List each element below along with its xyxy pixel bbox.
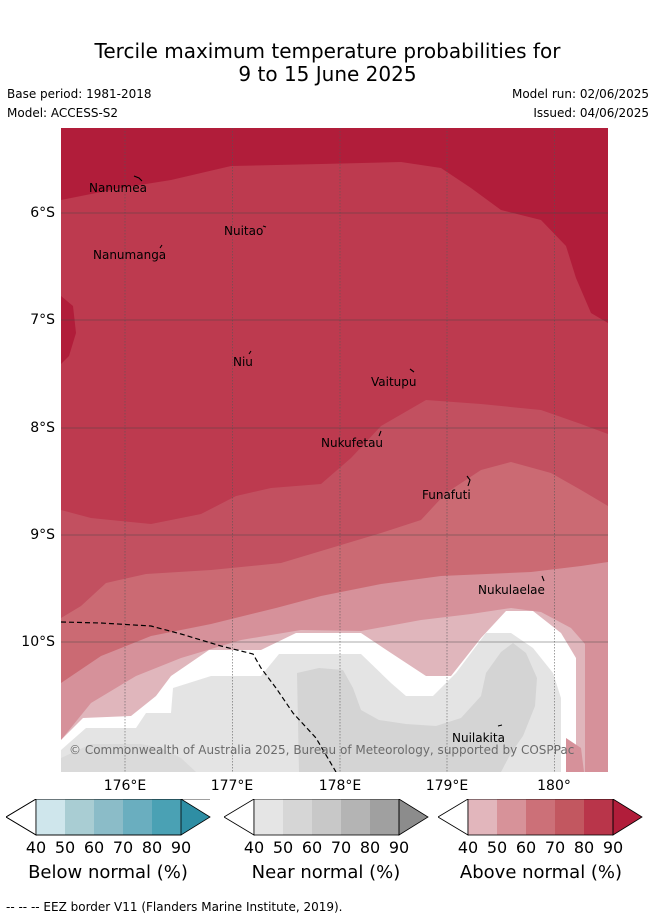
lon-label-177e: 177°E — [210, 778, 254, 794]
near-swatch-0 — [254, 799, 283, 835]
near-tick-90: 90 — [388, 838, 410, 857]
island-marks — [133, 175, 545, 727]
near-normal-title: Near normal (%) — [251, 862, 401, 883]
near-tick-40: 40 — [243, 838, 265, 857]
above-tick-40: 40 — [457, 838, 479, 857]
colorbar-below — [6, 799, 211, 836]
below-tick-60: 60 — [83, 838, 105, 857]
below-tick-40: 40 — [25, 838, 47, 857]
lon-label-176e: 176°E — [103, 778, 147, 794]
label-nanumea: Nanumea — [89, 181, 147, 195]
lat-label-9s: 9°S — [30, 527, 55, 543]
below-normal-title: Below normal (%) — [28, 862, 188, 883]
label-nukufetau: Nukufetau — [321, 436, 383, 450]
lon-label-178e: 178°E — [318, 778, 362, 794]
base-period: Base period: 1981-2018 — [7, 87, 152, 101]
title-line-2: 9 to 15 June 2025 — [238, 62, 417, 86]
lat-label-8s: 8°S — [30, 420, 55, 436]
above-swatch-2 — [526, 799, 555, 835]
graticule — [124, 128, 555, 772]
lat-label-10s: 10°S — [21, 634, 55, 650]
colorbar-above — [438, 799, 643, 836]
above-tick-60: 60 — [515, 838, 537, 857]
model-run: Model run: 02/06/2025 — [511, 87, 649, 101]
issued-date: Issued: 04/06/2025 — [533, 106, 649, 120]
eez-border — [61, 621, 337, 772]
below-swatch-4 — [152, 799, 181, 835]
lat-label-6s: 6°S — [30, 205, 55, 221]
label-vaitupu: Vaitupu — [371, 375, 417, 389]
below-tick-90: 90 — [170, 838, 192, 857]
above-swatch-4 — [584, 799, 613, 835]
lon-label-179e: 179°E — [425, 778, 469, 794]
label-nuitao: Nuitao — [224, 224, 263, 238]
near-tick-60: 60 — [301, 838, 323, 857]
label-nuilakita: Nuilakita — [452, 731, 505, 745]
model-name: Model: ACCESS-S2 — [7, 106, 119, 120]
lon-label-180: 180° — [537, 778, 571, 794]
above-normal-title: Above normal (%) — [459, 862, 623, 883]
label-nanumanga: Nanumanga — [93, 248, 166, 262]
near-swatch-2 — [312, 799, 341, 835]
above-tick-50: 50 — [486, 838, 508, 857]
label-niu: Niu — [233, 355, 253, 369]
above-tick-80: 80 — [573, 838, 595, 857]
above-swatch-0 — [468, 799, 497, 835]
near-swatch-3 — [341, 799, 370, 835]
near-tick-70: 70 — [330, 838, 352, 857]
colorbar-near — [224, 799, 429, 836]
near-swatch-4 — [370, 799, 399, 835]
above-tick-70: 70 — [544, 838, 566, 857]
eez-border-note: -- -- -- EEZ border V11 (Flanders Marine… — [6, 900, 343, 914]
near-swatch-1 — [283, 799, 312, 835]
above-swatch-3 — [555, 799, 584, 835]
probability-map: Nanumea Nuitao Nanumanga Niu Vaitupu Nuk… — [61, 128, 608, 772]
below-tick-50: 50 — [54, 838, 76, 857]
near-tick-80: 80 — [359, 838, 381, 857]
title-line-1: Tercile maximum temperature probabilitie… — [94, 39, 561, 63]
copyright-notice: © Commonwealth of Australia 2025, Bureau… — [69, 743, 574, 757]
below-tick-70: 70 — [112, 838, 134, 857]
below-swatch-3 — [123, 799, 152, 835]
band-near-50 — [297, 643, 537, 772]
below-swatch-1 — [65, 799, 94, 835]
label-funafuti: Funafuti — [422, 488, 471, 502]
map-title: Tercile maximum temperature probabilitie… — [0, 40, 655, 86]
below-tick-80: 80 — [141, 838, 163, 857]
label-nukulaelae: Nukulaelae — [478, 583, 545, 597]
lat-label-7s: 7°S — [30, 312, 55, 328]
above-tick-90: 90 — [602, 838, 624, 857]
below-swatch-0 — [36, 799, 65, 835]
below-swatch-2 — [94, 799, 123, 835]
above-swatch-1 — [497, 799, 526, 835]
near-tick-50: 50 — [272, 838, 294, 857]
